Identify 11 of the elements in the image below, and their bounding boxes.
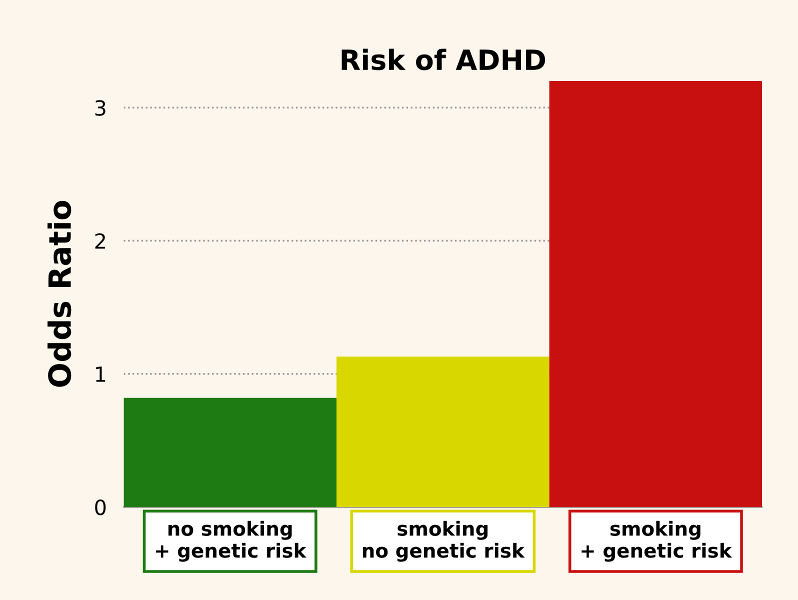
x-tick-label: smoking no genetic risk — [362, 520, 525, 562]
y-tick-label: 0 — [95, 499, 106, 516]
y-axis-title: Odds Ratio — [48, 200, 72, 387]
x-tick-label: smoking + genetic risk — [582, 520, 732, 562]
bar — [336, 356, 550, 507]
y-tick-label: 3 — [95, 100, 106, 116]
chart-title: Risk of ADHD — [342, 48, 546, 70]
y-tick-label: 2 — [95, 233, 105, 249]
bar — [124, 398, 336, 507]
x-tick-label: no smoking + genetic risk — [156, 520, 307, 562]
y-tick-label: 1 — [96, 366, 106, 382]
